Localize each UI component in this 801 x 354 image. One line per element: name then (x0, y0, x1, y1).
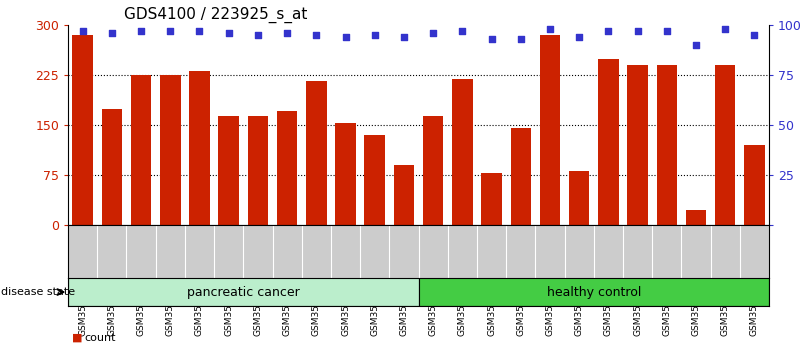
Point (544, 26, 557, 32)
Point (718, 26, 731, 32)
Bar (481, 173, 501, 225)
Point (427, 30, 440, 36)
Bar (394, 165, 414, 225)
Bar (306, 81, 327, 225)
Point (514, 36, 527, 42)
Point (397, 34, 410, 40)
Bar (336, 124, 356, 225)
Bar (627, 65, 648, 225)
Bar (540, 35, 560, 225)
Point (368, 32, 381, 38)
Point (193, 28, 206, 34)
Bar (423, 116, 443, 225)
Point (252, 32, 264, 38)
Text: count: count (84, 333, 115, 343)
Point (748, 32, 761, 38)
Point (690, 42, 702, 48)
Text: ■: ■ (72, 333, 83, 343)
Point (660, 28, 673, 34)
Bar (686, 210, 706, 225)
Bar (277, 112, 297, 225)
Point (106, 30, 119, 36)
Text: pancreatic cancer: pancreatic cancer (187, 286, 300, 298)
Bar (715, 65, 735, 225)
Point (164, 28, 177, 34)
Text: disease state: disease state (1, 287, 75, 297)
Point (602, 28, 614, 34)
Bar (160, 75, 180, 225)
Bar (598, 59, 618, 225)
Bar (248, 116, 268, 225)
Bar (510, 128, 531, 225)
Point (631, 28, 644, 34)
Point (485, 36, 498, 42)
Bar (219, 116, 239, 225)
Bar (452, 79, 473, 225)
Bar (569, 171, 590, 225)
Bar (102, 109, 122, 225)
Point (135, 28, 147, 34)
Bar (364, 135, 385, 225)
Bar (744, 145, 765, 225)
Point (223, 30, 235, 36)
Bar (657, 65, 677, 225)
Bar (418, 278, 769, 306)
Point (280, 30, 293, 36)
Point (76, 28, 89, 34)
Point (456, 28, 469, 34)
Point (310, 32, 323, 38)
Point (339, 34, 352, 40)
Point (573, 34, 586, 40)
Bar (72, 35, 93, 225)
Bar (131, 75, 151, 225)
Text: GDS4100 / 223925_s_at: GDS4100 / 223925_s_at (124, 7, 308, 23)
Bar (189, 72, 210, 225)
Text: healthy control: healthy control (546, 286, 641, 298)
Bar (68, 278, 418, 306)
